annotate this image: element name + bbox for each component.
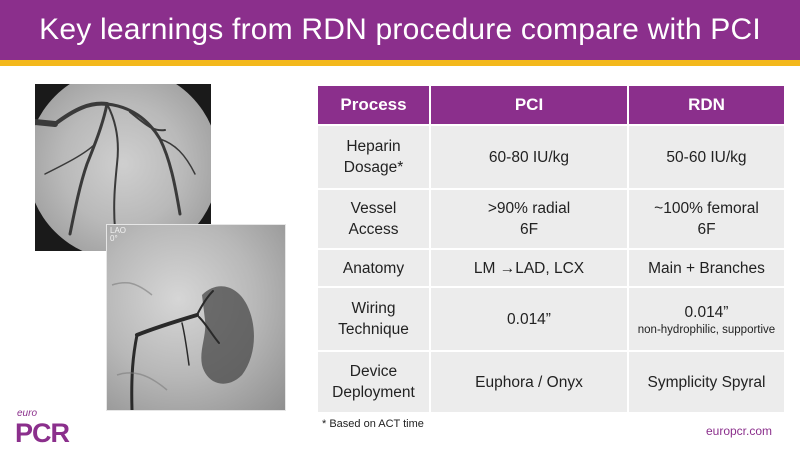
slide-title: Key learnings from RDN procedure compare… — [39, 13, 761, 46]
rdn-cell: Main + Branches — [627, 248, 786, 288]
rdn-cell: Symplicity Spyral — [627, 350, 786, 414]
header-rdn: RDN — [627, 84, 786, 126]
pci-cell: Euphora / Onyx — [429, 350, 629, 414]
renal-angiogram-image: LAO 0° — [106, 224, 286, 411]
comparison-table: Process PCI RDN Heparin Dosage* 60-80 IU… — [316, 84, 786, 414]
process-cell: Vessel Access — [316, 188, 431, 250]
pci-cell: >90% radial 6F — [429, 188, 629, 250]
table-header-row: Process PCI RDN — [316, 84, 786, 126]
website-link[interactable]: europcr.com — [705, 424, 772, 438]
table-row: Vessel Access >90% radial 6F ~100% femor… — [316, 188, 786, 250]
image-orientation-label: LAO 0° — [110, 226, 127, 243]
europcr-logo: euro PCR — [15, 408, 75, 448]
process-cell: Heparin Dosage* — [316, 124, 431, 190]
logo-euro-text: euro — [17, 408, 38, 419]
coronary-angiogram-image — [35, 84, 211, 251]
title-bar: Key learnings from RDN procedure compare… — [0, 0, 800, 60]
header-process: Process — [316, 84, 431, 126]
table-row: Wiring Technique 0.014” 0.014” non-hydro… — [316, 286, 786, 352]
pci-cell: 0.014” — [429, 286, 629, 352]
table-row: Anatomy LM →LAD, LCX Main + Branches — [316, 248, 786, 288]
process-cell: Anatomy — [316, 248, 431, 288]
footnote: * Based on ACT time — [322, 418, 424, 430]
rdn-cell: ~100% femoral 6F — [627, 188, 786, 250]
table-row: Heparin Dosage* 60-80 IU/kg 50-60 IU/kg — [316, 124, 786, 190]
pci-cell: LM →LAD, LCX — [429, 248, 629, 288]
pci-cell: 60-80 IU/kg — [429, 124, 629, 190]
logo-pcr-text: PCR — [15, 418, 70, 448]
rdn-wiring-note: non-hydrophilic, supportive — [637, 323, 776, 336]
rdn-cell: 0.014” non-hydrophilic, supportive — [627, 286, 786, 352]
rdn-cell: 50-60 IU/kg — [627, 124, 786, 190]
header-pci: PCI — [429, 84, 629, 126]
table-row: Device Deployment Euphora / Onyx Symplic… — [316, 350, 786, 414]
process-cell: Device Deployment — [316, 350, 431, 414]
accent-line — [0, 60, 800, 66]
process-cell: Wiring Technique — [316, 286, 431, 352]
